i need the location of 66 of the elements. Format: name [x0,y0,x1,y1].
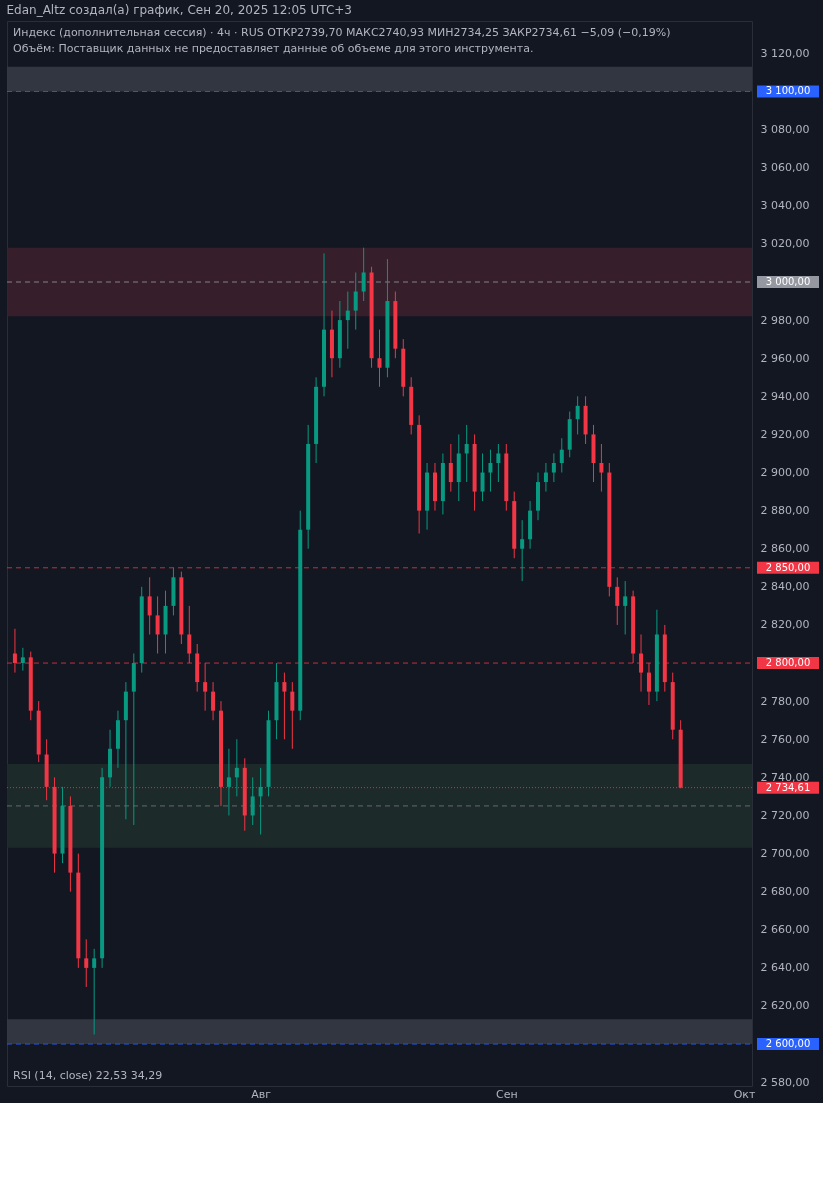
candlestick [361,247,366,302]
y-tick-label: 2 660,00 [760,923,810,937]
candlestick [551,452,556,483]
candlestick [345,291,350,350]
candlestick [520,519,525,582]
ref-line-label: 2 850,00 [765,561,811,573]
annotation: Объём: Поставщик данных не предоставляет данные об объеме для этого инструмента. [13,42,534,55]
y-tick-label: 2 920,00 [760,427,810,441]
y-tick-label: 3 020,00 [760,237,810,251]
candlestick [377,329,382,388]
annotation: RSI (14, close) 22,53 34,29 [13,1069,163,1082]
y-tick-label: 2 860,00 [760,542,810,556]
candlestick [20,647,25,672]
y-tick-label: 2 740,00 [760,770,810,784]
candlestick [353,271,358,331]
y-tick-label: 2 820,00 [760,618,810,632]
y-tick-label: 3 040,00 [760,199,810,213]
y-tick-label: 2 700,00 [760,847,810,861]
y-tick-label: 3 120,00 [760,46,810,60]
candlestick [250,776,255,826]
candlestick [599,443,604,493]
y-tick-label: 2 900,00 [760,466,810,480]
y-tick-label: 2 980,00 [760,313,810,327]
candlestick [282,672,287,740]
annotation: Индекс (дополнительная сессия) · 4ч · RUS ОТКР2739,70 МАКС2740,93 МИН2734,25 ЗАКР2734,61 −5,09 (−0,19%) [13,26,671,39]
candlestick [464,424,469,483]
candlestick [290,681,295,750]
candlestick [480,452,485,502]
y-tick-label: 2 640,00 [760,961,810,975]
x-tick-label: Окт [733,1087,757,1101]
y-tick-label: 2 880,00 [760,504,810,518]
y-tick-label: 2 680,00 [760,885,810,899]
candlestick [488,449,493,493]
y-tick-label: 3 080,00 [760,123,810,137]
candlestick [84,938,89,988]
candlestick [448,443,453,493]
y-tick-label: 3 060,00 [760,161,810,175]
y-tick-label: 2 960,00 [760,351,810,365]
ref-line-label: 3 100,00 [765,85,811,97]
candlestick [496,443,501,483]
candlestick [147,576,152,635]
y-tick-label: 2 780,00 [760,694,810,708]
x-tick-label: Авг [251,1087,272,1101]
candlestick [234,738,239,797]
ref-line-label: 3 000,00 [765,276,811,288]
ref-line-label: 2 800,00 [765,657,811,669]
candlestick [155,595,160,655]
candlestick [543,462,548,493]
candlestick [226,748,231,816]
candlestick [559,437,564,474]
y-tick-label: 2 720,00 [760,808,810,822]
candlestick [92,948,97,1036]
candlestick [615,576,620,626]
candlestick [258,767,263,836]
x-tick-label: Сен [495,1087,518,1101]
y-tick-label: 2 840,00 [760,580,810,594]
chart-title: Edan_Altz создал(а) график, Сен 20, 2025 12:05 UTC+3 [6,3,352,17]
y-tick-label: 2 620,00 [760,999,810,1013]
y-tick-label: 2 940,00 [760,389,810,403]
candlestick [623,580,628,635]
ref-line-label: 2 600,00 [765,1038,811,1050]
candlestick [211,681,216,721]
y-tick-label: 2 760,00 [760,732,810,746]
ref-line-label: 2 734,61 [765,781,811,793]
y-tick-label: 2 580,00 [760,1075,810,1089]
candlestick [575,395,580,435]
